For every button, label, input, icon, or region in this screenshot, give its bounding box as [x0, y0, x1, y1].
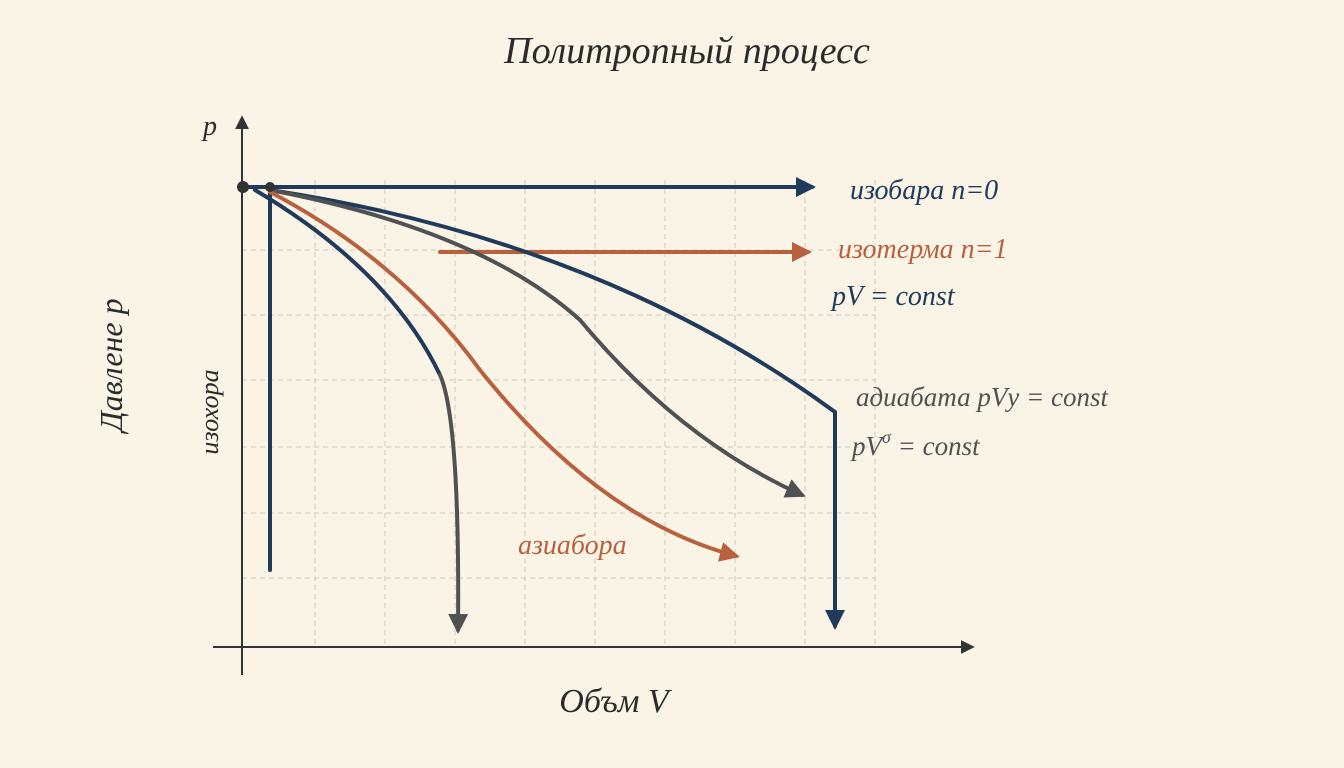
- other-curve: [268, 190, 740, 562]
- polytrope-curve: [268, 188, 845, 630]
- isochore-label: изохора: [195, 369, 224, 454]
- point: [237, 181, 249, 193]
- polytrope-label: pVσ = const: [850, 427, 981, 461]
- adiabat-label: адиабата pVу = const: [856, 382, 1110, 412]
- formula-base: pV: [850, 431, 886, 461]
- title: Политропный процесс: [503, 30, 870, 72]
- steep-curve-top: [253, 188, 442, 377]
- isotherm-label: изотерма n=1: [838, 234, 1008, 265]
- curves: [241, 177, 845, 634]
- isotherm-formula: pV = const: [830, 281, 956, 312]
- y-symbol: p: [201, 111, 217, 142]
- other-label: азиабора: [518, 530, 627, 561]
- adiabat-curve: [268, 188, 806, 498]
- isobar-label: изобара n=0: [850, 175, 998, 206]
- point: [265, 182, 275, 192]
- x-label: Объм V: [559, 683, 673, 720]
- y-label: Давлене p: [93, 298, 129, 434]
- formula-sup: σ: [882, 427, 892, 447]
- steep-curve-bottom: [438, 373, 469, 634]
- formula-rest: = const: [891, 431, 981, 461]
